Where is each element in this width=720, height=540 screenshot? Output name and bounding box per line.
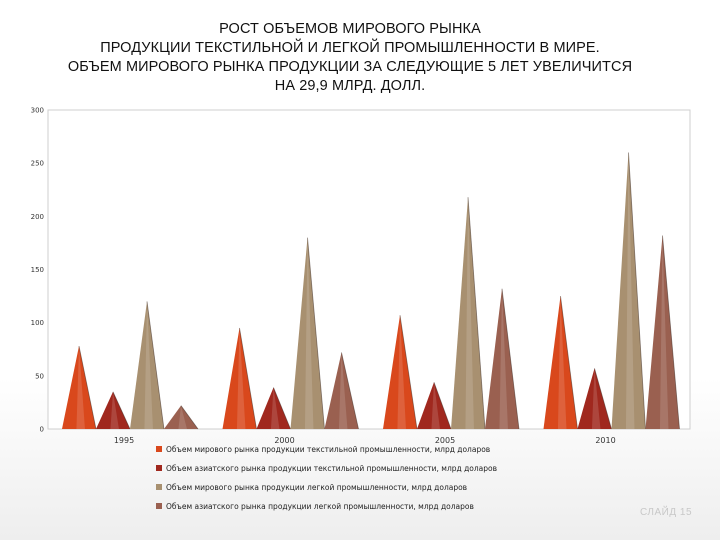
cone-highlight (659, 235, 669, 429)
cone-highlight (304, 237, 314, 429)
y-tick-label: 200 (31, 213, 44, 221)
cone-bar (62, 346, 96, 429)
legend-label: Объем мирового рынка продукции текстильн… (166, 444, 491, 454)
legend-label: Объем азиатского рынка продукции легкой … (166, 501, 474, 511)
cone-bar (485, 288, 519, 429)
cone-edge (239, 327, 257, 430)
title-line-4: НА 29,9 МЛРД. ДОЛЛ. (274, 78, 426, 94)
slide-number: СЛАЙД 15 (640, 507, 692, 518)
chart-legend: Объем мирового рынка продукции текстильн… (156, 440, 576, 516)
cone-highlight (591, 368, 601, 429)
cone-bar (611, 152, 646, 430)
y-tick-label: 100 (31, 319, 44, 327)
cone-highlight (144, 301, 153, 429)
legend-swatch (156, 465, 162, 471)
y-tick-label: 0 (40, 426, 44, 434)
y-tick-label: 150 (31, 266, 44, 274)
slide-title: РОСТ ОБЪЕМОВ МИРОВОГО РЫНКА ПРОДУКЦИИ ТЕ… (20, 20, 680, 96)
cone-highlight (178, 405, 187, 429)
x-tick-label: 2000 (274, 436, 294, 445)
y-tick-label: 300 (31, 107, 44, 115)
cone-bar (164, 405, 198, 429)
cone-edge (501, 288, 520, 430)
y-tick-label: 50 (35, 372, 44, 380)
cone-highlight (76, 346, 85, 429)
cone-edge (467, 197, 486, 430)
legend-swatch (156, 446, 162, 452)
y-tick-label: 250 (31, 160, 44, 168)
cone-edge (341, 352, 359, 430)
title-line-3: ОБЪЕМ МИРОВОГО РЫНКА ПРОДУКЦИИ ЗА СЛЕДУЮ… (67, 59, 633, 75)
cone-edge (560, 296, 578, 430)
cone-bar (383, 315, 417, 429)
title-line-2: ПРОДУКЦИИ ТЕКСТИЛЬНОЙ И ЛЕГКОЙ ПРОМЫШЛЕН… (100, 40, 600, 56)
cone-highlight (397, 315, 406, 429)
x-tick-label: 1995 (114, 436, 134, 445)
cone-bar (290, 237, 325, 429)
legend-item: Объем азиатского рынка продукции текстил… (156, 459, 576, 477)
legend-label: Объем азиатского рынка продукции текстил… (166, 463, 497, 473)
cone-bar (645, 235, 680, 429)
cone-edge (662, 235, 680, 430)
cone-edge (146, 301, 165, 430)
cone-edge (273, 387, 291, 430)
cone-bar (451, 197, 485, 429)
cone-highlight (110, 391, 119, 429)
cone-highlight (270, 387, 280, 429)
x-tick-label: 2010 (595, 436, 615, 445)
cone-bar (417, 382, 451, 429)
cone-edge (433, 382, 452, 430)
legend-item: Объем азиатского рынка продукции легкой … (156, 497, 576, 515)
cone-edge (112, 391, 131, 430)
cone-bar (256, 387, 291, 429)
legend-swatch (156, 503, 162, 509)
cone-highlight (625, 152, 635, 430)
title-line-1: РОСТ ОБЪЕМОВ МИРОВОГО РЫНКА (219, 21, 481, 37)
cone-bar (324, 352, 359, 429)
legend-item: Объем мирового рынка продукции легкой пр… (156, 478, 576, 496)
legend-swatch (156, 484, 162, 490)
cone-bar (222, 327, 257, 429)
cone-highlight (338, 352, 348, 429)
cone-highlight (236, 327, 246, 429)
cone-bar (543, 296, 578, 429)
cone-bar (577, 368, 612, 429)
x-tick-label: 2005 (435, 436, 455, 445)
cone-edge (399, 315, 418, 430)
cone-bar (96, 391, 130, 429)
cone-edge (594, 368, 612, 430)
cone-edge (307, 237, 325, 430)
cone-edge (180, 405, 199, 430)
cone-highlight (431, 382, 440, 429)
cone-edge (78, 345, 97, 430)
cone-bar (130, 301, 164, 429)
legend-item: Объем мирового рынка продукции текстильн… (156, 440, 576, 458)
cone-highlight (557, 296, 567, 429)
cone-edge (628, 152, 646, 430)
cone-highlight (465, 197, 474, 429)
legend-label: Объем мирового рынка продукции легкой пр… (166, 482, 468, 492)
cone-highlight (499, 288, 508, 429)
